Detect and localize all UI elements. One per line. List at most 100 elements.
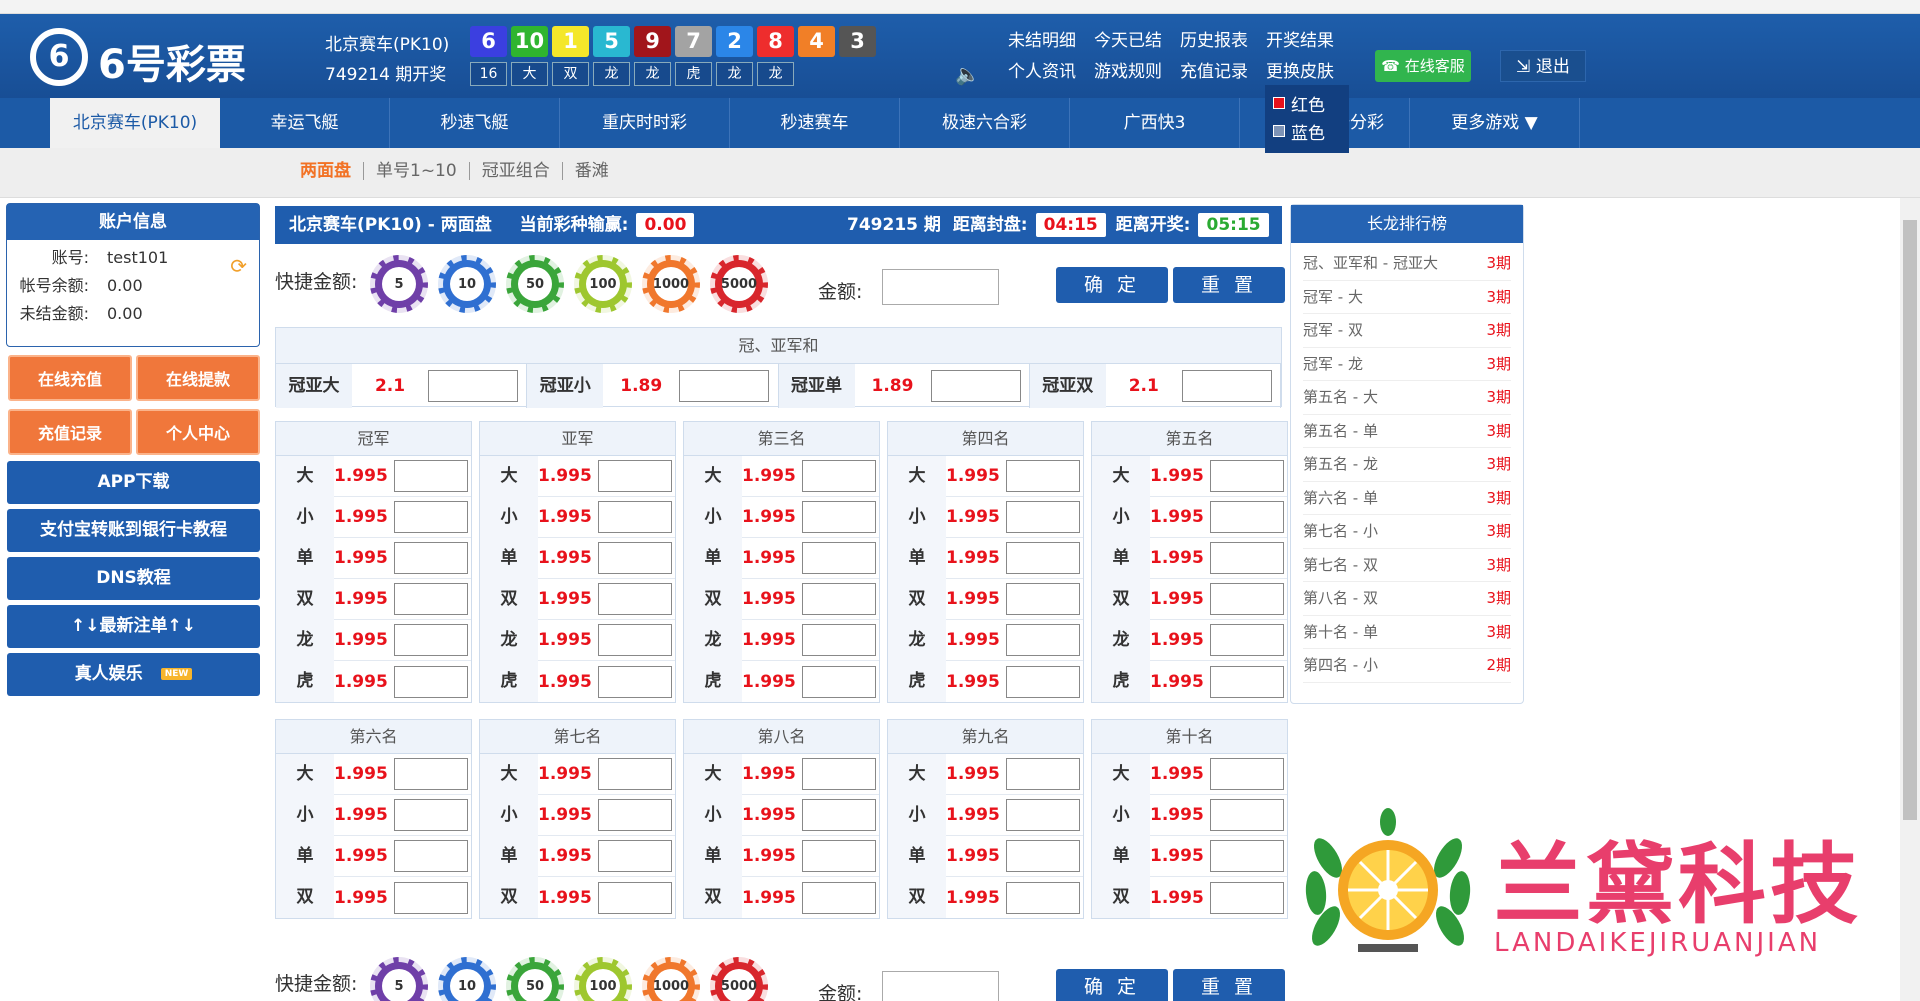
page-scrollbar[interactable] <box>1900 198 1920 1001</box>
top-link[interactable]: 充值记录 <box>1180 62 1248 82</box>
bet-input[interactable] <box>394 542 468 574</box>
subnav-tab[interactable]: 单号1~10 <box>364 162 470 180</box>
top-link[interactable]: 历史报表 <box>1180 31 1248 51</box>
bet-input[interactable] <box>802 460 876 492</box>
bet-input[interactable] <box>1006 542 1080 574</box>
bet-input[interactable] <box>1210 665 1284 698</box>
bet-input[interactable] <box>394 840 468 872</box>
bet-input[interactable] <box>1006 624 1080 656</box>
bet-input[interactable] <box>802 840 876 872</box>
bet-input[interactable] <box>394 758 468 790</box>
chip[interactable]: 10 <box>438 255 496 313</box>
reset-button[interactable]: 重 置 <box>1173 969 1285 1001</box>
skin-option-red[interactable]: 红色 <box>1273 89 1341 117</box>
nav-tab[interactable]: 重庆时时彩 <box>560 98 730 148</box>
reset-button[interactable]: 重 置 <box>1173 267 1285 303</box>
chip[interactable]: 10 <box>438 957 496 1001</box>
bet-input[interactable] <box>802 624 876 656</box>
bet-input[interactable] <box>802 758 876 790</box>
amount-input[interactable] <box>882 971 999 1001</box>
nav-tab[interactable]: 极速六合彩 <box>900 98 1070 148</box>
top-link[interactable]: 未结明细 <box>1008 31 1076 51</box>
chip[interactable]: 1000 <box>642 957 700 1001</box>
nav-tab[interactable]: 秒速飞艇 <box>390 98 560 148</box>
chip[interactable]: 5000 <box>710 255 768 313</box>
live-casino-button[interactable]: 真人娱乐 NEW <box>7 653 260 696</box>
bet-input[interactable] <box>598 758 672 790</box>
chip[interactable]: 50 <box>506 255 564 313</box>
bet-input[interactable] <box>394 624 468 656</box>
bet-input[interactable] <box>802 501 876 533</box>
bet-input[interactable] <box>1210 840 1284 872</box>
sum-bet-input[interactable] <box>428 370 518 402</box>
bet-input[interactable] <box>1210 501 1284 533</box>
bet-input[interactable] <box>802 881 876 914</box>
chip[interactable]: 1000 <box>642 255 700 313</box>
sum-bet-input[interactable] <box>930 370 1021 402</box>
bet-input[interactable] <box>598 583 672 615</box>
bet-input[interactable] <box>598 542 672 574</box>
logout-button[interactable]: ⇲ 退出 <box>1500 50 1586 82</box>
bet-input[interactable] <box>394 881 468 914</box>
bet-input[interactable] <box>598 460 672 492</box>
recharge-button[interactable]: 在线充值 <box>8 355 132 401</box>
bet-input[interactable] <box>802 583 876 615</box>
site-logo[interactable]: 6 6号彩票 <box>30 24 250 88</box>
bet-input[interactable] <box>598 501 672 533</box>
bet-input[interactable] <box>598 624 672 656</box>
top-link[interactable]: 更换皮肤 <box>1266 62 1334 82</box>
latest-bets-button[interactable]: ↑↓最新注单↑↓ <box>7 605 260 648</box>
chip[interactable]: 100 <box>574 957 632 1001</box>
top-link[interactable]: 游戏规则 <box>1094 62 1162 82</box>
top-link[interactable]: 开奖结果 <box>1266 31 1334 51</box>
withdraw-button[interactable]: 在线提款 <box>136 355 260 401</box>
bet-input[interactable] <box>1006 501 1080 533</box>
nav-tab[interactable]: 幸运飞艇 <box>220 98 390 148</box>
nav-tab[interactable]: 广西快3 <box>1070 98 1240 148</box>
bet-input[interactable] <box>1006 583 1080 615</box>
bet-input[interactable] <box>1210 799 1284 831</box>
bet-input[interactable] <box>1210 460 1284 492</box>
bet-input[interactable] <box>1210 624 1284 656</box>
nav-tab[interactable]: 更多游戏 ▼ <box>1410 98 1580 148</box>
skin-option-blue[interactable]: 蓝色 <box>1273 117 1341 145</box>
bet-input[interactable] <box>598 881 672 914</box>
bet-input[interactable] <box>1210 881 1284 914</box>
chip[interactable]: 50 <box>506 957 564 1001</box>
bet-input[interactable] <box>394 665 468 698</box>
nav-tab[interactable]: 秒速赛车 <box>730 98 900 148</box>
bet-input[interactable] <box>1210 542 1284 574</box>
bet-input[interactable] <box>1006 881 1080 914</box>
sum-bet-input[interactable] <box>679 370 770 402</box>
bet-input[interactable] <box>802 542 876 574</box>
bet-input[interactable] <box>1006 840 1080 872</box>
refresh-icon[interactable]: ⟳ <box>230 254 247 278</box>
chip[interactable]: 5 <box>370 957 428 1001</box>
confirm-button[interactable]: 确 定 <box>1056 969 1168 1001</box>
bet-input[interactable] <box>394 501 468 533</box>
chip[interactable]: 5000 <box>710 957 768 1001</box>
bet-input[interactable] <box>598 799 672 831</box>
top-link[interactable]: 个人资讯 <box>1008 62 1076 82</box>
online-service-button[interactable]: ☎ 在线客服 <box>1375 50 1471 82</box>
personal-center-button[interactable]: 个人中心 <box>136 409 260 455</box>
bet-input[interactable] <box>1006 758 1080 790</box>
bet-input[interactable] <box>802 799 876 831</box>
app-download-button[interactable]: APP下载 <box>7 461 260 504</box>
bet-input[interactable] <box>598 840 672 872</box>
recharge-records-button[interactable]: 充值记录 <box>8 409 132 455</box>
bet-input[interactable] <box>1006 460 1080 492</box>
sum-bet-input[interactable] <box>1181 370 1272 402</box>
alipay-tutorial-button[interactable]: 支付宝转账到银行卡教程 <box>7 509 260 552</box>
amount-input[interactable] <box>882 269 999 305</box>
subnav-tab[interactable]: 番滩 <box>574 161 609 181</box>
scroll-thumb[interactable] <box>1903 220 1917 820</box>
top-link[interactable]: 今天已结 <box>1094 31 1162 51</box>
dns-tutorial-button[interactable]: DNS教程 <box>7 557 260 600</box>
bet-input[interactable] <box>598 665 672 698</box>
confirm-button[interactable]: 确 定 <box>1056 267 1168 303</box>
bet-input[interactable] <box>394 583 468 615</box>
bet-input[interactable] <box>1210 583 1284 615</box>
bet-input[interactable] <box>394 460 468 492</box>
bet-input[interactable] <box>1006 665 1080 698</box>
